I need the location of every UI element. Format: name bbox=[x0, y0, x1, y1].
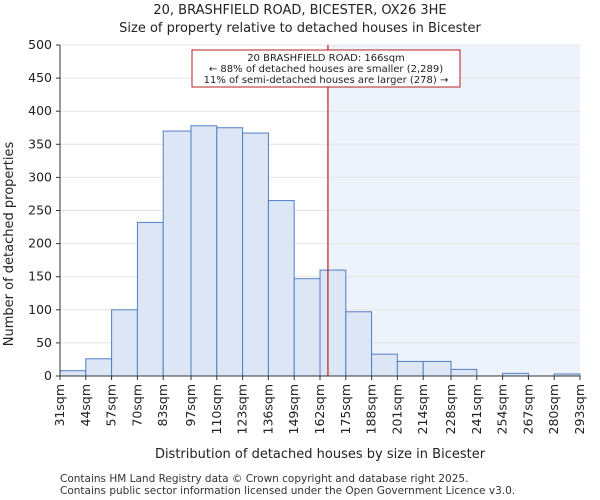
x-tick-label: 83sqm bbox=[155, 384, 170, 427]
histogram-bar bbox=[216, 127, 244, 377]
x-tick-label: 201sqm bbox=[389, 384, 404, 434]
x-tick-label: 214sqm bbox=[415, 384, 430, 434]
x-tick-label: 228sqm bbox=[443, 384, 458, 434]
annotation-line2: ← 88% of detached houses are smaller (2,… bbox=[209, 64, 443, 75]
histogram-bar bbox=[111, 309, 138, 377]
x-tick-label: 241sqm bbox=[469, 384, 484, 434]
y-tick-label: 50 bbox=[36, 335, 52, 350]
y-tick-label: 0 bbox=[44, 368, 52, 383]
y-tick-label: 400 bbox=[28, 103, 52, 118]
x-tick-label: 123sqm bbox=[235, 384, 250, 434]
y-axis-label: Number of detached properties bbox=[2, 142, 17, 347]
footer-line-1: Contains HM Land Registry data © Crown c… bbox=[60, 473, 468, 485]
annotation-line1: 20 BRASHFIELD ROAD: 166sqm bbox=[247, 53, 405, 64]
y-tick-label: 350 bbox=[28, 136, 52, 151]
histogram-bar bbox=[293, 278, 321, 377]
x-tick-label: 175sqm bbox=[338, 384, 353, 434]
annotation-box bbox=[191, 49, 461, 88]
x-tick-label: 293sqm bbox=[572, 384, 587, 434]
y-tick-label: 150 bbox=[28, 269, 52, 284]
chart-subtitle: Size of property relative to detached ho… bbox=[119, 21, 481, 36]
histogram-bar bbox=[190, 125, 218, 377]
histogram-bar bbox=[371, 353, 398, 377]
x-tick-label: 97sqm bbox=[183, 384, 198, 427]
x-tick-label: 31sqm bbox=[52, 384, 67, 427]
histogram-bar bbox=[422, 360, 452, 377]
y-tick-label: 450 bbox=[28, 70, 52, 85]
y-tick-label: 300 bbox=[28, 169, 52, 184]
x-tick-label: 57sqm bbox=[104, 384, 119, 427]
x-tick-label: 110sqm bbox=[209, 384, 224, 434]
y-tick-label: 500 bbox=[28, 37, 52, 52]
y-tick-label: 100 bbox=[28, 302, 52, 317]
x-tick-label: 188sqm bbox=[364, 384, 379, 434]
y-tick-label: 200 bbox=[28, 236, 52, 251]
plot-area: 20 BRASHFIELD ROAD: 166sqm← 88% of detac… bbox=[28, 37, 587, 434]
histogram-bar bbox=[59, 370, 87, 377]
x-tick-label: 70sqm bbox=[129, 384, 144, 427]
x-tick-label: 136sqm bbox=[260, 384, 275, 434]
histogram-bar bbox=[242, 132, 269, 377]
chart-title: 20, BRASHFIELD ROAD, BICESTER, OX26 3HE bbox=[153, 3, 446, 18]
y-tick-label: 250 bbox=[28, 203, 52, 218]
x-tick-label: 149sqm bbox=[286, 384, 301, 434]
histogram-bar bbox=[450, 368, 478, 377]
histogram-bar bbox=[396, 360, 424, 377]
x-tick-label: 162sqm bbox=[312, 384, 327, 434]
x-tick-label: 267sqm bbox=[520, 384, 535, 434]
x-tick-label: 280sqm bbox=[546, 384, 561, 434]
histogram-bar bbox=[345, 311, 373, 377]
x-axis-label: Distribution of detached houses by size … bbox=[155, 447, 486, 462]
histogram-bar bbox=[319, 269, 347, 377]
histogram-bar bbox=[267, 200, 295, 377]
x-tick-label: 44sqm bbox=[78, 384, 93, 427]
footer-line-2: Contains public sector information licen… bbox=[60, 485, 515, 497]
x-tick-label: 254sqm bbox=[495, 384, 510, 434]
histogram-bar bbox=[85, 358, 113, 377]
histogram-bar bbox=[136, 221, 164, 377]
histogram-bar bbox=[162, 130, 192, 377]
annotation-line3: 11% of semi-detached houses are larger (… bbox=[204, 75, 449, 86]
